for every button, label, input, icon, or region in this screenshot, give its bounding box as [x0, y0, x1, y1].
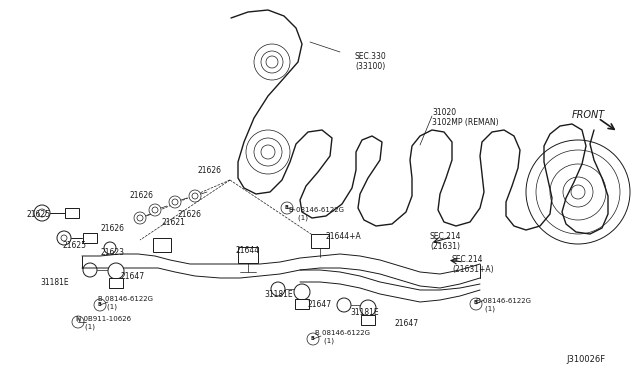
Text: 21647: 21647: [120, 272, 144, 281]
Text: 21625: 21625: [26, 210, 50, 219]
Text: 31020
3102MP (REMAN): 31020 3102MP (REMAN): [432, 108, 499, 127]
Bar: [295, 299, 309, 309]
Bar: [83, 233, 97, 243]
Text: SEC.214
(21631+A): SEC.214 (21631+A): [452, 255, 493, 275]
Text: 21647: 21647: [308, 300, 332, 309]
Text: N: N: [76, 318, 80, 324]
Text: 21621: 21621: [162, 218, 186, 227]
Text: 21626: 21626: [100, 224, 124, 233]
Bar: [238, 247, 258, 263]
Text: FRONT: FRONT: [572, 110, 605, 120]
Circle shape: [57, 231, 71, 245]
Text: J310026F: J310026F: [566, 355, 605, 364]
Text: N 0B911-10626
    (1): N 0B911-10626 (1): [76, 316, 131, 330]
Circle shape: [108, 263, 124, 279]
Text: 31181E: 31181E: [264, 290, 292, 299]
Text: B 08146-6122G
    (1): B 08146-6122G (1): [98, 296, 153, 310]
Text: B 08146-6122G
    (1): B 08146-6122G (1): [289, 207, 344, 221]
Circle shape: [104, 242, 116, 254]
Circle shape: [189, 190, 201, 202]
Circle shape: [360, 300, 376, 316]
Text: 31181E: 31181E: [350, 308, 379, 317]
Bar: [109, 278, 123, 288]
Text: B: B: [97, 301, 101, 307]
Circle shape: [294, 284, 310, 300]
Bar: [65, 208, 79, 218]
Text: B: B: [284, 205, 288, 209]
Text: B 08146-6122G
    (1): B 08146-6122G (1): [476, 298, 531, 311]
Text: 31181E: 31181E: [40, 278, 68, 287]
Text: B 08146-6122G
    (1): B 08146-6122G (1): [315, 330, 370, 343]
Text: 21647: 21647: [395, 319, 419, 328]
Bar: [361, 315, 375, 325]
Text: 21644: 21644: [236, 246, 260, 255]
Text: SEC.330
(33100): SEC.330 (33100): [355, 52, 387, 71]
Circle shape: [149, 204, 161, 216]
Text: 21625: 21625: [62, 241, 86, 250]
Text: 21626: 21626: [178, 210, 202, 219]
Text: 21626: 21626: [130, 191, 154, 200]
Bar: [153, 238, 171, 252]
Text: B: B: [473, 301, 477, 305]
Circle shape: [169, 196, 181, 208]
Circle shape: [134, 212, 146, 224]
Text: SEC.214
(21631): SEC.214 (21631): [430, 232, 461, 251]
Circle shape: [34, 205, 50, 221]
Text: 21644+A: 21644+A: [326, 232, 362, 241]
Bar: [311, 234, 329, 248]
Text: 21626: 21626: [198, 166, 222, 175]
Text: B: B: [310, 336, 314, 340]
Text: 21623: 21623: [100, 248, 124, 257]
